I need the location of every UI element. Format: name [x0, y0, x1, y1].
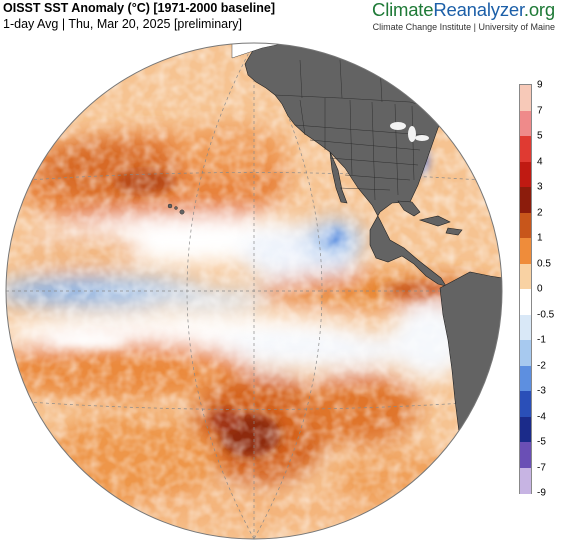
colorbar-tick-label: -1 — [537, 335, 546, 346]
colorbar-tick-label: -3 — [537, 386, 546, 397]
colorbar-tick-label: 0.5 — [537, 258, 551, 269]
globe-map — [0, 40, 510, 543]
colorbar-band — [520, 340, 531, 366]
colorbar-tick-label: -9 — [537, 488, 546, 499]
brand-part-reanalyzer: Reanalyzer — [433, 0, 524, 20]
map-subtitle: 1-day Avg | Thu, Mar 20, 2025 [prelimina… — [3, 17, 242, 31]
colorbar-tick-label: -7 — [537, 462, 546, 473]
asia-landmass — [0, 70, 30, 140]
brand-subtitle: Climate Change Institute | University of… — [373, 22, 555, 32]
colorbar-tick-label: -4 — [537, 411, 546, 422]
map-title: OISST SST Anomaly (°C) [1971-2000 baseli… — [3, 1, 275, 15]
colorbar-tick-label: 0 — [537, 284, 543, 295]
colorbar-band — [520, 187, 531, 213]
colorbar-band — [520, 162, 531, 188]
colorbar-band — [520, 238, 531, 264]
colorbar-tick-label: 5 — [537, 131, 543, 142]
colorbar-tick-label: 1 — [537, 233, 543, 244]
colorbar-band — [520, 391, 531, 417]
colorbar — [519, 84, 532, 494]
colorbar-band — [520, 468, 531, 494]
brand-part-org: .org — [524, 0, 555, 20]
brand-part-climate: Climate — [372, 0, 433, 20]
brand-logo[interactable]: ClimateReanalyzer.org — [372, 0, 555, 21]
colorbar-tick-label: 2 — [537, 207, 543, 218]
colorbar-band — [520, 315, 531, 341]
colorbar-tick-label: 3 — [537, 182, 543, 193]
colorbar-tick-label: 4 — [537, 156, 543, 167]
colorbar-band — [520, 264, 531, 290]
colorbar-band — [520, 213, 531, 239]
colorbar-band — [520, 136, 531, 162]
colorbar-tick-label: 7 — [537, 105, 543, 116]
colorbar-tick-label: 9 — [537, 80, 543, 91]
colorbar-band — [520, 111, 531, 137]
colorbar-tick-label: -5 — [537, 437, 546, 448]
colorbar-band — [520, 366, 531, 392]
colorbar-band — [520, 85, 531, 111]
colorbar-band — [520, 417, 531, 443]
colorbar-band — [520, 442, 531, 468]
colorbar-tick-label: -2 — [537, 360, 546, 371]
colorbar-band — [520, 289, 531, 315]
colorbar-tick-label: -0.5 — [537, 309, 554, 320]
